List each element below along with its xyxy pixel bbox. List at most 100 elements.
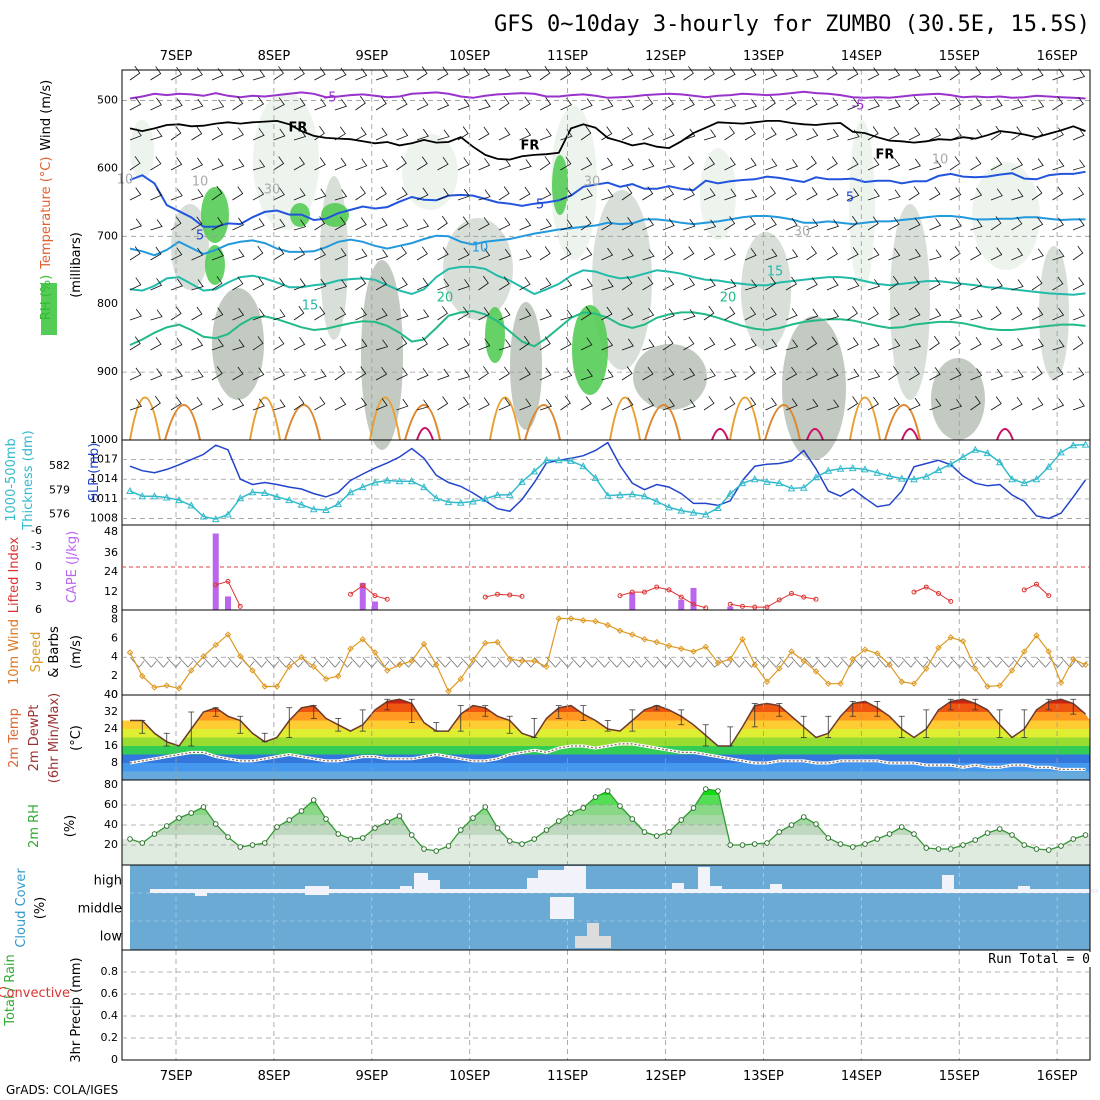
upper-air-panel: -5 -5 FR FR FR 5 5 5 10 15 15 20 20 10 30 30 30 10 10 500 60… (39, 65, 1091, 460)
temp-unit: (°C) (69, 725, 84, 751)
contour-label: 20 (720, 291, 737, 306)
surface-wind-barb (142, 656, 157, 668)
surface-wind-barb (693, 656, 708, 668)
wind-barb (129, 187, 142, 201)
wind-speed-marker (935, 644, 942, 651)
wind-barb (560, 336, 572, 351)
surface-wind-barb (203, 656, 218, 668)
series-line (129, 443, 1086, 520)
wind-barb (867, 369, 881, 381)
wind-barb (642, 249, 655, 261)
wind-barb (519, 308, 532, 321)
wind-barb (888, 275, 899, 291)
axis-label-part: Temperature (°C) (39, 157, 54, 270)
wind-barb (1072, 69, 1086, 81)
wind-barb (437, 247, 449, 261)
wind-barb (375, 186, 387, 201)
high-cloud-thin (642, 889, 654, 893)
wind-barb (703, 246, 716, 261)
wind-barb (314, 98, 327, 111)
wind-barb (621, 338, 634, 351)
temp-band (122, 754, 1090, 763)
wind-barb (416, 128, 429, 141)
wind-barb (683, 309, 696, 321)
wind-barb (1031, 366, 1043, 381)
high-cloud-thin (402, 889, 414, 893)
wind-barb (416, 336, 428, 351)
wind-barb (273, 399, 286, 411)
surface-wind-barb (950, 656, 966, 668)
thickness-marker (224, 510, 232, 518)
date-label-bottom: 14SEP (841, 1069, 882, 1084)
wind-speed-marker (543, 663, 550, 670)
wind-barb (539, 187, 552, 201)
contour-label: 30 (584, 175, 601, 190)
wind-barb (232, 366, 244, 381)
rh-marker (176, 815, 182, 821)
wind-speed-marker (408, 657, 415, 665)
wind-barb (724, 369, 737, 381)
rh-marker (568, 810, 574, 816)
minmax-whisker (776, 703, 783, 717)
contour-label: 5 (846, 191, 854, 206)
wind-barb (273, 277, 286, 291)
wind-barb (888, 158, 901, 171)
surface-wind-barb (644, 656, 659, 668)
wind-barb (519, 276, 531, 291)
thickness-marker (1032, 475, 1041, 483)
high-cloud-thin (714, 889, 726, 893)
wind-barb (1031, 276, 1043, 291)
rh-marker (776, 829, 783, 835)
wind-speed-marker (200, 653, 207, 660)
high-cloud-thin (1050, 889, 1062, 893)
wind-barb (355, 397, 368, 411)
wind-barb (703, 396, 715, 411)
wind-barb (765, 68, 778, 81)
wind-barb (683, 128, 696, 141)
surface-wind-barb (595, 656, 610, 668)
rh-marker (225, 834, 231, 840)
cape-bar (372, 601, 378, 610)
wind-barb (519, 186, 531, 201)
high-cloud-thin (618, 889, 630, 893)
wind-barb (519, 367, 531, 381)
rh-marker (531, 836, 538, 842)
wind-tick: 2 (111, 669, 118, 682)
wind-speed-marker (629, 631, 636, 638)
minmax-whisker (384, 698, 391, 711)
wind-speed-marker (580, 617, 587, 624)
contour-plus25 (849, 396, 881, 441)
rh-marker (163, 823, 170, 829)
wind-barb (908, 158, 921, 171)
temp-band (122, 729, 1090, 738)
wind-barb (211, 397, 224, 411)
temp-band (122, 699, 1090, 704)
wind-barb (232, 307, 245, 321)
wind-barb (970, 156, 982, 171)
wind-barb (847, 306, 858, 321)
wind-barb (498, 186, 510, 201)
wind-barb (519, 249, 532, 261)
surface-wind-barb (436, 656, 451, 668)
temp-tick: 24 (104, 722, 118, 735)
wind-barb (847, 98, 860, 111)
wind-barb (785, 276, 797, 291)
wind-barb (355, 307, 367, 321)
wind-barb (170, 188, 183, 201)
rh-marker (739, 842, 746, 848)
wind-barb (334, 279, 348, 291)
high-cloud-thin (1026, 889, 1038, 893)
rh-marker (825, 835, 832, 841)
wind-barb (293, 219, 307, 231)
wind-speed-marker (482, 639, 489, 647)
wind-barb (949, 246, 961, 261)
rh-marker (409, 832, 415, 838)
wind-barb (396, 69, 409, 81)
thickness-marker (273, 492, 281, 500)
surface-wind-barb (730, 656, 745, 668)
li-marker (948, 598, 954, 604)
cape-bar (727, 606, 734, 610)
wind-barb (232, 249, 245, 261)
pressure-tick: 800 (97, 297, 118, 310)
